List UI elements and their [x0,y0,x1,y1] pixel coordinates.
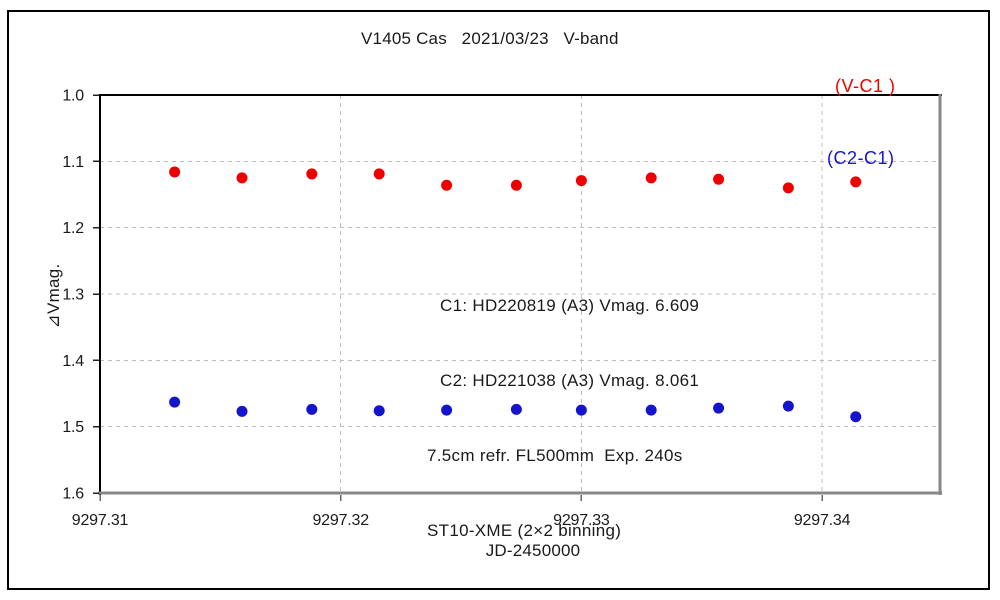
x-tick-label: 9297.33 [553,512,610,529]
figure-border [7,10,990,590]
data-point-v-c1 [850,176,862,188]
data-point-v-c1 [575,175,587,187]
y-tick-label: 1.6 [62,486,84,503]
annotation-line-telescope: 7.5cm refr. FL500mm Exp. 240s [427,446,683,465]
annotation-line-c1: C1: HD220819 (A3) Vmag. 6.609 [440,296,700,315]
data-point-c2-c1 [373,405,385,417]
data-point-c2-c1 [236,405,248,417]
legend-label-v-c1: (V-C1 ) [835,76,896,96]
data-point-c2-c1 [510,403,522,415]
data-point-v-c1 [510,179,522,191]
y-axis-title: ⊿Vmag. [44,263,63,329]
chart-title: V1405 Cas 2021/03/23 V-band [361,29,619,48]
data-point-c2-c1 [850,411,862,423]
legend-label-c2-c1: (C2-C1) [827,148,895,168]
y-tick-label: 1.5 [62,419,84,436]
x-tick-label: 9297.31 [72,512,129,529]
chart-legend: (V-C1 ) (C2-C1) [827,26,896,218]
annotation-block: C1: HD220819 (A3) Vmag. 6.609 C2: HD2210… [427,243,699,593]
annotation-line-c2: C2: HD221038 (A3) Vmag. 8.061 [440,371,700,390]
data-point-v-c1 [169,166,181,178]
x-axis-title: JD-2450000 [485,541,581,560]
y-tick-label: 1.4 [62,353,84,370]
data-point-c2-c1 [713,402,725,414]
y-tick-label: 1.1 [62,154,84,171]
y-tick-label: 1.2 [62,220,84,237]
data-point-v-c1 [441,179,453,191]
data-point-c2-c1 [782,400,794,412]
data-point-v-c1 [306,168,318,180]
data-point-c2-c1 [645,404,657,416]
y-tick-label: 1.3 [62,287,84,304]
data-point-v-c1 [236,172,248,184]
data-point-v-c1 [373,168,385,180]
y-tick-label: 1.0 [62,88,84,105]
data-point-v-c1 [782,182,794,194]
data-point-v-c1 [713,173,725,185]
data-point-c2-c1 [169,396,181,408]
data-point-v-c1 [645,172,657,184]
data-point-c2-c1 [575,404,587,416]
data-point-c2-c1 [441,404,453,416]
data-point-c2-c1 [306,403,318,415]
annotation-line-camera: ST10-XME (2×2 binning) [427,521,622,540]
x-tick-label: 9297.34 [794,512,851,529]
x-tick-label: 9297.32 [312,512,369,529]
